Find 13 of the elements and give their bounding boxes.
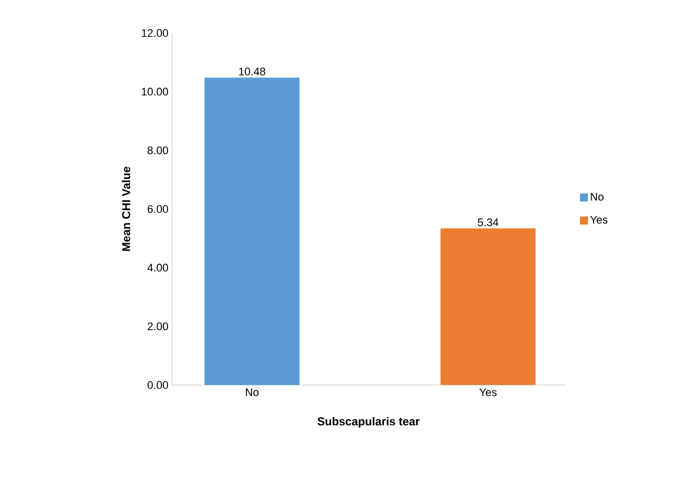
legend-label: No (590, 192, 604, 201)
y-tick-label: 0.00 (148, 381, 168, 389)
legend-label: Yes (590, 216, 608, 224)
x-axis-title: Subscapularis tear (318, 417, 420, 428)
y-tick-label: 6.00 (148, 205, 168, 213)
y-tick-label: 8.00 (148, 146, 168, 154)
y-tick-label: 2.00 (148, 322, 168, 330)
data-label: 5.34 (478, 218, 498, 226)
y-tick-label: 10.00 (142, 88, 168, 96)
y-tick-label: 4.00 (147, 264, 168, 272)
y-axis-title: Mean CHI Value (122, 166, 130, 251)
y-tick-label: 12.00 (142, 29, 168, 37)
data-label: 10.48 (239, 68, 266, 76)
